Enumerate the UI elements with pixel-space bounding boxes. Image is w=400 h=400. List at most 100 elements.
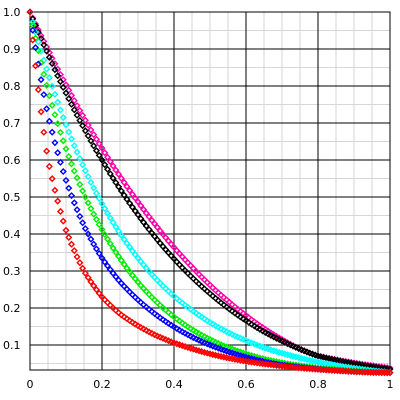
series-0-point bbox=[145, 213, 153, 221]
series-1-point bbox=[98, 156, 106, 164]
series-4-point bbox=[62, 176, 70, 184]
series-0-point bbox=[73, 102, 81, 110]
series-2-point bbox=[120, 235, 128, 243]
series-0-point bbox=[95, 140, 103, 148]
series-4-point bbox=[92, 245, 100, 253]
series-5-point bbox=[62, 226, 70, 234]
series-0-point bbox=[115, 170, 123, 178]
series-3-point bbox=[84, 199, 92, 207]
series-0-point bbox=[120, 178, 128, 187]
series-1-point bbox=[68, 100, 76, 108]
major-grid bbox=[29, 11, 391, 371]
y-tick-label: 0.4 bbox=[3, 228, 21, 241]
series-3-point bbox=[101, 230, 109, 238]
series-0-point bbox=[104, 153, 112, 161]
series-2-point bbox=[112, 223, 120, 231]
series-3-point bbox=[209, 337, 217, 345]
series-3-point bbox=[112, 248, 120, 256]
series-4-point bbox=[70, 199, 78, 207]
series-2-point bbox=[76, 155, 84, 163]
series-4-point bbox=[195, 336, 203, 344]
series-4-point bbox=[29, 26, 37, 34]
series-2-point bbox=[43, 65, 51, 73]
series-2-point bbox=[225, 329, 233, 337]
series-5-point bbox=[37, 108, 45, 116]
series-0-point bbox=[79, 111, 87, 119]
series-layer bbox=[26, 8, 394, 377]
series-3-point bbox=[87, 205, 95, 213]
series-2-point bbox=[62, 121, 70, 129]
series-3-point bbox=[117, 256, 125, 264]
series-4-point bbox=[98, 254, 106, 262]
series-1-point bbox=[90, 142, 98, 150]
x-tick-label: 0.2 bbox=[93, 378, 111, 391]
series-1-point bbox=[65, 95, 73, 103]
series-4-point bbox=[79, 219, 87, 227]
series-2-point bbox=[117, 231, 125, 239]
series-1-point bbox=[40, 41, 48, 49]
series-0-point bbox=[131, 194, 139, 202]
series-0-point bbox=[106, 158, 114, 166]
series-4-point bbox=[84, 230, 92, 238]
series-4-point bbox=[65, 184, 73, 192]
series-1-point bbox=[153, 236, 161, 244]
series-1-point bbox=[109, 174, 117, 182]
y-tick-label: 0.9 bbox=[3, 43, 21, 56]
series-5-point bbox=[51, 186, 59, 194]
series-1-point bbox=[104, 165, 112, 173]
series-4-point bbox=[56, 158, 64, 166]
series-1-point bbox=[131, 207, 139, 215]
series-3-point bbox=[98, 226, 106, 234]
series-4-point bbox=[104, 262, 112, 270]
series-3-point bbox=[109, 244, 117, 252]
series-2-point bbox=[81, 167, 89, 175]
series-2-point bbox=[137, 257, 145, 266]
series-2-point bbox=[92, 189, 100, 197]
y-tick-label: 1.0 bbox=[3, 6, 21, 19]
series-1-point bbox=[117, 187, 125, 195]
series-0-point bbox=[81, 116, 89, 124]
series-5-point bbox=[81, 269, 89, 277]
series-5-point bbox=[90, 282, 98, 290]
series-2-point bbox=[95, 195, 103, 203]
series-0-point bbox=[156, 227, 164, 235]
series-2-point bbox=[48, 82, 56, 90]
series-2 bbox=[26, 8, 394, 376]
series-1-point bbox=[95, 151, 103, 159]
series-1-point bbox=[76, 116, 84, 125]
series-4-point bbox=[51, 139, 59, 147]
series-2-point bbox=[128, 247, 136, 255]
series-0-point bbox=[56, 70, 64, 79]
series-0-point bbox=[123, 182, 131, 191]
series-1-point bbox=[142, 222, 150, 230]
y-tick-label: 0.5 bbox=[3, 191, 21, 204]
series-1-point bbox=[73, 111, 81, 119]
series-1 bbox=[26, 8, 394, 373]
y-tick-label: 0.2 bbox=[3, 302, 21, 315]
series-5-point bbox=[45, 162, 53, 170]
series-3-point bbox=[70, 167, 78, 175]
series-4-point bbox=[106, 266, 114, 274]
series-3-point bbox=[43, 81, 51, 89]
series-0-point bbox=[159, 230, 167, 238]
series-0-point bbox=[151, 220, 159, 228]
series-0-point bbox=[142, 209, 150, 217]
series-5-point bbox=[26, 8, 34, 16]
series-5-point bbox=[84, 274, 92, 282]
series-4-point bbox=[48, 128, 56, 136]
series-4-point bbox=[95, 250, 103, 258]
series-1-point bbox=[79, 122, 87, 130]
series-1-point bbox=[48, 60, 56, 68]
series-2-point bbox=[131, 250, 139, 259]
series-1-point bbox=[140, 218, 148, 226]
x-tick-label: 0.6 bbox=[237, 378, 255, 391]
series-3-point bbox=[92, 215, 100, 223]
series-3-point bbox=[79, 187, 87, 195]
series-1-point bbox=[106, 170, 114, 178]
series-0-point bbox=[128, 190, 136, 198]
series-3-point bbox=[90, 210, 98, 218]
series-5-point bbox=[386, 369, 394, 377]
series-4-point bbox=[54, 149, 62, 157]
series-5-point bbox=[59, 217, 67, 225]
